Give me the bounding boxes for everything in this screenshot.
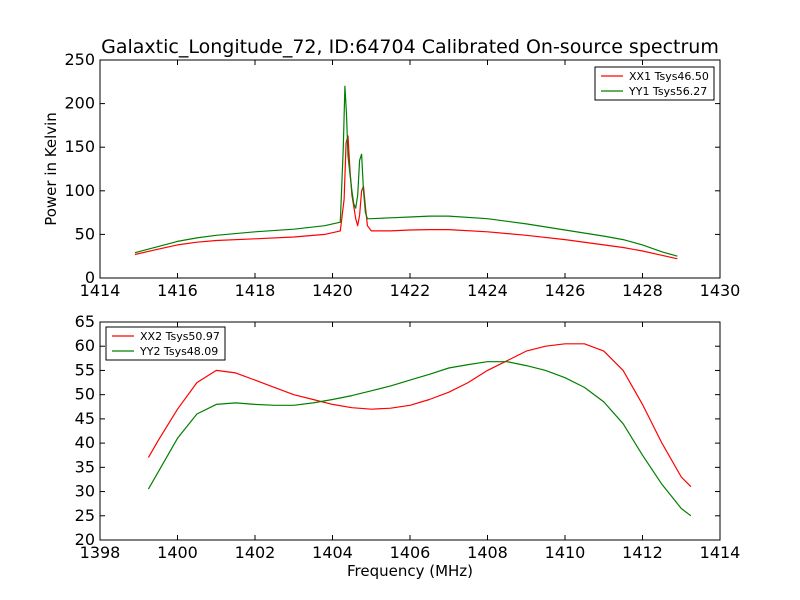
y-tick-label: 40 <box>75 433 95 452</box>
x-tick-label: 1408 <box>467 543 508 562</box>
x-tick-label: 1418 <box>235 281 276 300</box>
x-tick-label: 1404 <box>312 543 353 562</box>
x-tick-label: 1414 <box>700 543 741 562</box>
x-tick-label: 1426 <box>545 281 586 300</box>
y-tick-label: 45 <box>75 409 95 428</box>
y-tick-label: 25 <box>75 506 95 525</box>
x-tick-label: 1398 <box>80 543 121 562</box>
y-tick-label: 65 <box>75 312 95 331</box>
x-tick-label: 1424 <box>467 281 508 300</box>
legend-box <box>594 66 715 101</box>
legend: XX2 Tsys50.97 YY2 Tsys48.09 <box>105 326 226 361</box>
x-tick-label: 1422 <box>390 281 431 300</box>
x-tick-label: 1400 <box>157 543 198 562</box>
top-panel: 1414 1416 1418 1420 1422 1424 1426 1428 1430 0 50 1… <box>42 50 740 300</box>
series-line-1 <box>134 135 678 260</box>
y-tick-label: 35 <box>75 457 95 476</box>
series-line-1 <box>147 343 692 488</box>
bottom-panel: 1398 1400 1402 1404 1406 1408 1410 1412 1414 20 25… <box>75 312 741 580</box>
x-tick-label: 1406 <box>390 543 431 562</box>
y-tick-label: 200 <box>64 94 95 113</box>
y-tick-label: 60 <box>75 336 95 355</box>
y-tick-label: 20 <box>75 530 95 549</box>
y-tick-label: 55 <box>75 360 95 379</box>
legend-label: XX2 Tsys50.97 <box>140 330 220 343</box>
series-line-2 <box>147 361 692 517</box>
x-tick-label: 1420 <box>312 281 353 300</box>
x-axis-label: Frequency (MHz) <box>347 562 473 580</box>
y-tick-label: 30 <box>75 482 95 501</box>
x-tick-label: 1416 <box>157 281 198 300</box>
x-tick-label: 1428 <box>622 281 663 300</box>
y-tick-label: 100 <box>64 181 95 200</box>
x-tick-label: 1410 <box>545 543 586 562</box>
y-tick-label: 150 <box>64 137 95 156</box>
y-tick-label: 50 <box>75 224 95 243</box>
x-tick-label: 1430 <box>700 281 741 300</box>
legend-label: XX1 Tsys46.50 <box>629 70 709 83</box>
chart-title: Galaxtic_Longitude_72, ID:64704 Calibrat… <box>101 36 719 58</box>
x-tick-label: 1402 <box>235 543 276 562</box>
x-tick-label: 1412 <box>622 543 663 562</box>
y-tick-label: 0 <box>85 268 95 287</box>
y-tick-label: 50 <box>75 385 95 404</box>
legend: XX1 Tsys46.50 YY1 Tsys56.27 <box>594 66 715 101</box>
y-tick-label: 250 <box>64 50 95 69</box>
legend-label: YY2 Tsys48.09 <box>139 345 218 358</box>
y-axis-label: Power in Kelvin <box>42 112 60 226</box>
legend-label: YY1 Tsys56.27 <box>628 85 707 98</box>
legend-box <box>105 326 226 361</box>
series-line-2 <box>134 85 678 257</box>
x-tick-label: 1414 <box>80 281 121 300</box>
